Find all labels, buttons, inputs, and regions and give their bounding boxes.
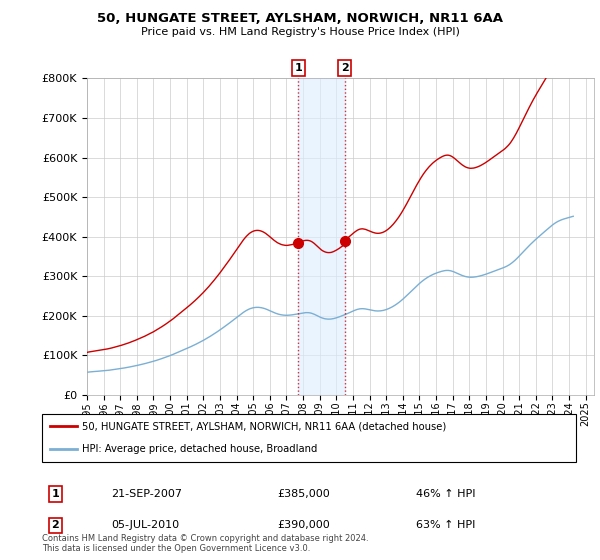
Text: £385,000: £385,000	[277, 489, 330, 499]
Text: Contains HM Land Registry data © Crown copyright and database right 2024.
This d: Contains HM Land Registry data © Crown c…	[42, 534, 368, 553]
FancyBboxPatch shape	[42, 414, 576, 462]
Bar	[298, 78, 344, 395]
Text: Price paid vs. HM Land Registry's House Price Index (HPI): Price paid vs. HM Land Registry's House …	[140, 27, 460, 37]
Text: 63% ↑ HPI: 63% ↑ HPI	[416, 520, 475, 530]
Text: 05-JUL-2010: 05-JUL-2010	[112, 520, 179, 530]
Text: HPI: Average price, detached house, Broadland: HPI: Average price, detached house, Broa…	[82, 444, 317, 454]
Text: £390,000: £390,000	[277, 520, 330, 530]
Text: 46% ↑ HPI: 46% ↑ HPI	[416, 489, 475, 499]
Text: 50, HUNGATE STREET, AYLSHAM, NORWICH, NR11 6AA: 50, HUNGATE STREET, AYLSHAM, NORWICH, NR…	[97, 12, 503, 25]
Text: 2: 2	[341, 63, 349, 73]
Text: 2: 2	[52, 520, 59, 530]
Text: 1: 1	[295, 63, 302, 73]
Text: 21-SEP-2007: 21-SEP-2007	[112, 489, 182, 499]
Text: 50, HUNGATE STREET, AYLSHAM, NORWICH, NR11 6AA (detached house): 50, HUNGATE STREET, AYLSHAM, NORWICH, NR…	[82, 421, 446, 431]
Text: 1: 1	[52, 489, 59, 499]
